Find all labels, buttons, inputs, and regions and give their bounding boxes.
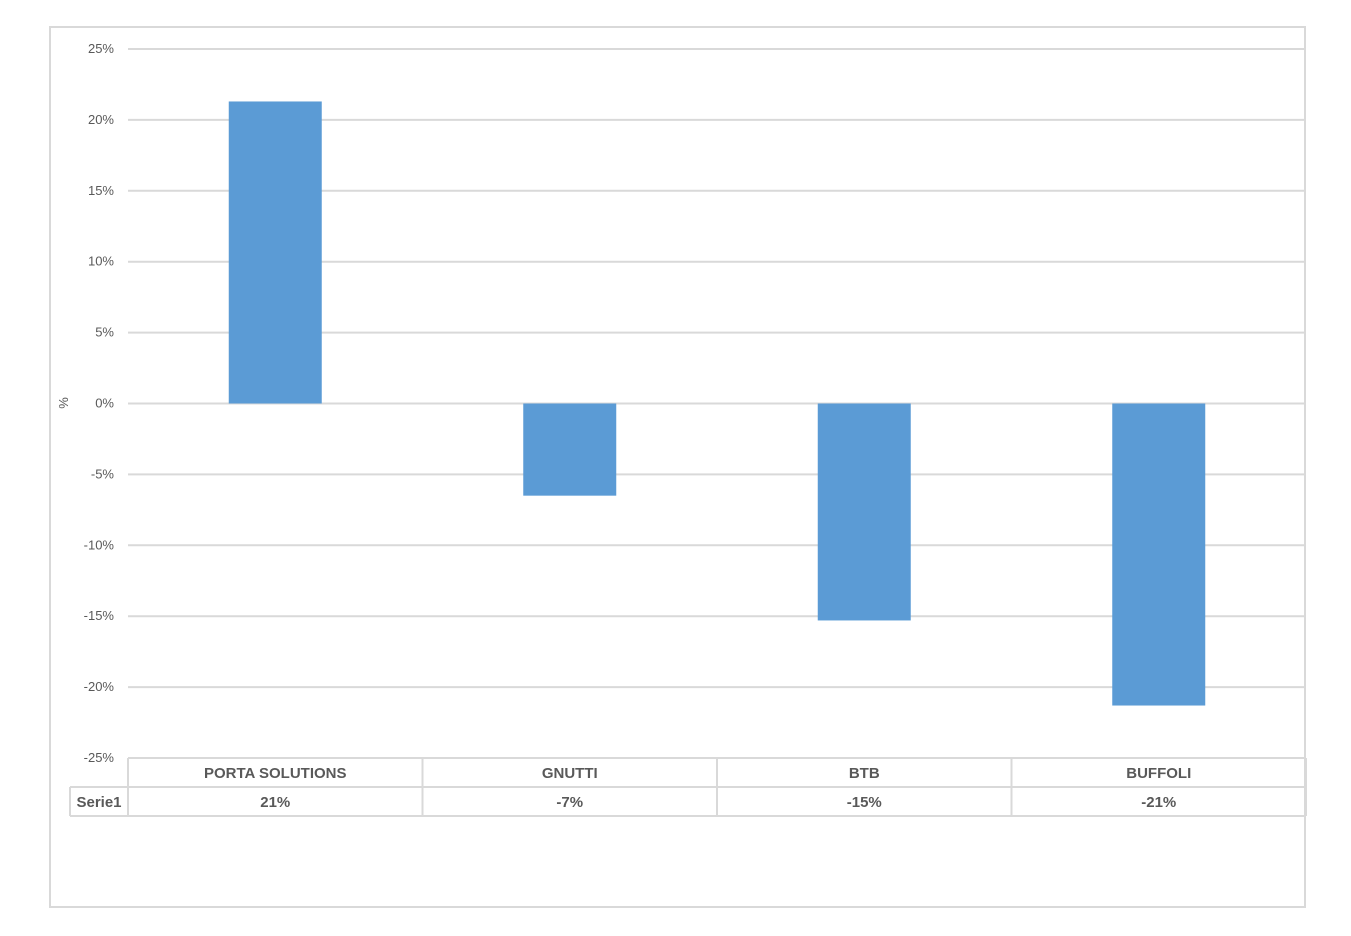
y-tick-label: 20%	[88, 112, 114, 127]
chart-frame	[49, 26, 1306, 908]
bar	[228, 101, 322, 404]
y-tick-label: 5%	[95, 325, 114, 340]
y-tick-label: 25%	[88, 41, 114, 56]
value-label: 21%	[260, 794, 290, 811]
value-label: -21%	[1141, 794, 1176, 811]
bar	[817, 403, 911, 621]
y-axis-ticks: 25% 20% 15% 10% 5% 0% -5% -10% -15% -20% -25%	[84, 41, 115, 765]
value-label: -7%	[556, 794, 583, 811]
category-label: GNUTTI	[542, 765, 598, 782]
y-tick-label: -5%	[91, 466, 115, 481]
gridlines	[128, 48, 1306, 759]
category-label: BUFFOLI	[1126, 765, 1191, 782]
y-tick-label: -25%	[84, 750, 115, 765]
y-tick-label: 10%	[88, 254, 114, 269]
value-label: -15%	[847, 794, 882, 811]
y-tick-label: 0%	[95, 396, 114, 411]
y-tick-label: -20%	[84, 679, 115, 694]
series-name: Serie1	[76, 794, 121, 811]
category-label: PORTA SOLUTIONS	[204, 765, 347, 782]
y-tick-label: 15%	[88, 183, 114, 198]
category-label: BTB	[849, 765, 880, 782]
bar	[1112, 403, 1206, 706]
y-axis-label: %	[56, 397, 71, 409]
y-tick-label: -10%	[84, 537, 115, 552]
data-table: PORTA SOLUTIONS 21% GNUTTI -7% BTB -15% BUFFOL…	[69, 758, 1307, 817]
bars	[228, 101, 1206, 706]
bar	[523, 403, 617, 496]
y-tick-label: -15%	[84, 608, 115, 623]
